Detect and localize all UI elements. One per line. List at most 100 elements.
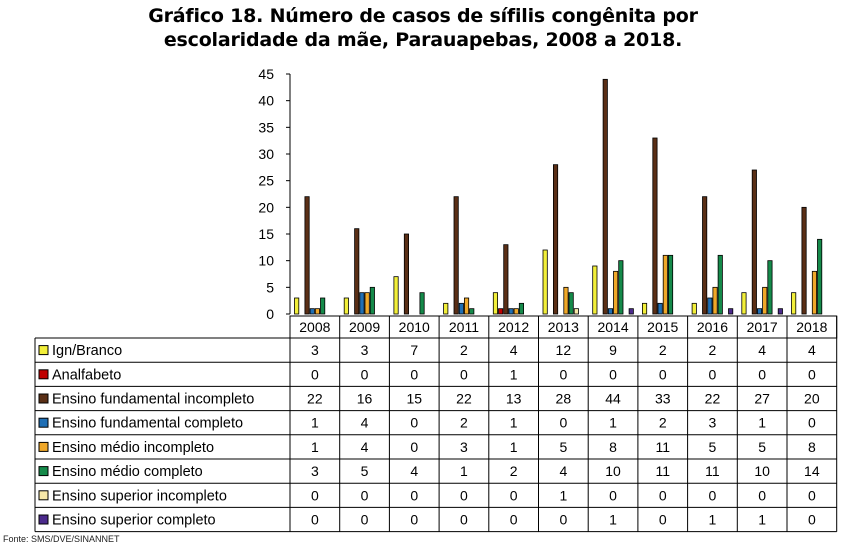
- data-label: 20: [804, 391, 820, 407]
- data-label: 1: [460, 463, 468, 479]
- data-label: 10: [754, 463, 770, 479]
- data-label: 4: [361, 439, 369, 455]
- data-label: 0: [808, 366, 816, 382]
- data-label: 0: [510, 487, 518, 503]
- legend-label: Ensino médio incompleto: [52, 440, 214, 456]
- bar: [668, 254, 674, 315]
- legend-swatch: [38, 393, 49, 404]
- data-label: 0: [808, 512, 816, 528]
- bar: [811, 270, 817, 315]
- data-label: 0: [559, 415, 567, 431]
- chart-title-line-2: escolaridade da mãe, Parauapebas, 2008 a…: [163, 29, 683, 51]
- y-tick-label: 30: [258, 146, 274, 162]
- y-tick-label: 35: [258, 119, 274, 135]
- bar: [728, 308, 734, 315]
- bar: [691, 302, 697, 315]
- data-label: 0: [460, 512, 468, 528]
- data-label: 22: [456, 391, 472, 407]
- bar: [568, 292, 574, 315]
- data-label: 1: [311, 439, 319, 455]
- data-label: 3: [709, 415, 717, 431]
- legend-label: Ensino médio completo: [52, 464, 203, 480]
- bar: [563, 286, 569, 315]
- bar: [393, 276, 399, 315]
- data-label: 3: [361, 342, 369, 358]
- data-label: 1: [709, 512, 717, 528]
- data-label: 11: [655, 439, 670, 455]
- legend-swatch: [38, 369, 49, 380]
- data-label: 0: [709, 487, 717, 503]
- x-tick-label: 2012: [498, 319, 529, 335]
- bar: [498, 308, 504, 315]
- bar: [343, 297, 349, 315]
- data-label: 0: [311, 366, 319, 382]
- bar: [751, 169, 757, 315]
- bar: [707, 297, 713, 315]
- bar: [492, 292, 498, 315]
- data-label: 0: [460, 487, 468, 503]
- data-label: 0: [410, 439, 418, 455]
- data-label: 22: [705, 391, 721, 407]
- data-label: 0: [510, 512, 518, 528]
- legend-label: Ensino superior incompleto: [52, 488, 227, 504]
- data-label: 9: [609, 342, 617, 358]
- bar: [503, 244, 509, 315]
- data-label: 10: [605, 463, 621, 479]
- data-label: 0: [659, 512, 667, 528]
- bar: [757, 308, 763, 315]
- data-label: 12: [556, 342, 572, 358]
- bar: [369, 286, 375, 315]
- data-label: 1: [758, 415, 766, 431]
- bar: [613, 270, 619, 315]
- data-label: 0: [609, 366, 617, 382]
- data-label: 5: [709, 439, 717, 455]
- bar: [628, 308, 634, 315]
- x-tick-label: 2010: [399, 319, 430, 335]
- legend-swatch: [38, 466, 49, 477]
- x-tick-label: 2013: [548, 319, 579, 335]
- x-tick-label: 2015: [647, 319, 678, 335]
- bar: [294, 297, 300, 315]
- data-label: 0: [361, 487, 369, 503]
- x-tick-label: 2016: [697, 319, 728, 335]
- data-label: 4: [758, 342, 766, 358]
- bar: [508, 308, 514, 315]
- data-label: 0: [808, 415, 816, 431]
- bar: [652, 137, 658, 315]
- y-tick-label: 40: [258, 93, 274, 109]
- x-tick-label: 2014: [597, 319, 628, 335]
- bar: [553, 164, 559, 315]
- data-label: 0: [460, 366, 468, 382]
- data-label: 0: [758, 366, 766, 382]
- data-label: 8: [609, 439, 617, 455]
- data-label: 4: [510, 342, 518, 358]
- data-label: 1: [510, 366, 518, 382]
- data-label: 1: [510, 439, 518, 455]
- data-label: 0: [311, 487, 319, 503]
- bar: [817, 238, 823, 315]
- y-tick-label: 15: [258, 226, 274, 242]
- bar: [419, 292, 425, 315]
- data-label: 11: [655, 463, 670, 479]
- bar: [458, 302, 464, 315]
- data-label: 0: [659, 366, 667, 382]
- y-tick-label: 5: [266, 279, 274, 295]
- legend-label: Analfabeto: [52, 367, 121, 383]
- bar: [573, 308, 579, 315]
- legend-label: Ensino fundamental completo: [52, 416, 243, 432]
- data-label: 0: [709, 366, 717, 382]
- data-label: 2: [510, 463, 518, 479]
- y-tick-label: 10: [258, 253, 274, 269]
- data-label: 4: [361, 415, 369, 431]
- bar: [443, 302, 449, 315]
- legend-label: Ensino superior completo: [52, 513, 216, 529]
- data-label: 13: [506, 391, 522, 407]
- bar: [354, 228, 360, 315]
- data-label: 1: [510, 415, 518, 431]
- bar: [364, 292, 370, 315]
- legend-swatch: [38, 490, 49, 501]
- bar: [662, 254, 668, 315]
- y-tick-label: 0: [266, 306, 274, 322]
- legend-label: Ign/Branco: [52, 343, 122, 359]
- source-note: Fonte: SMS/DVE/SINANNET: [3, 534, 120, 544]
